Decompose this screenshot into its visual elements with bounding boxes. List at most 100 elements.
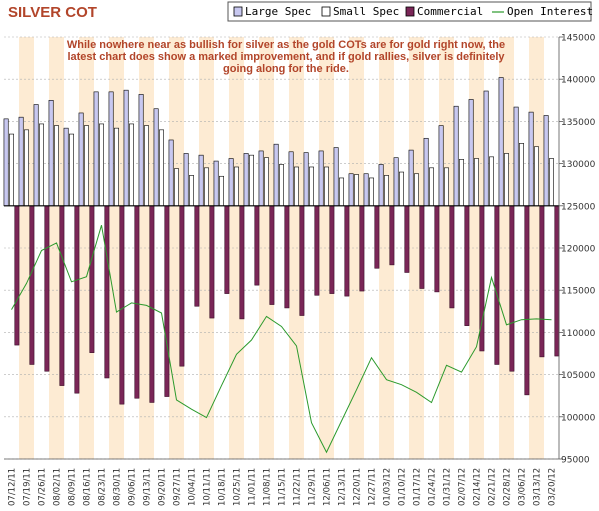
x-tick-label: 01/24/12 (428, 468, 438, 506)
commercial-bar (434, 205, 440, 293)
y-tick-label: 125000 (561, 202, 596, 212)
large-spec-bar (423, 137, 429, 207)
x-tick-label: 12/27/11 (368, 468, 378, 506)
large-spec-bar (483, 90, 489, 207)
large-spec-bar (453, 105, 459, 207)
small-spec-bar (279, 164, 284, 207)
commercial-bar (89, 205, 95, 353)
x-tick-label: 07/12/11 (8, 468, 18, 506)
annotation: While nowhere near as bullish for silver… (67, 39, 506, 75)
large-spec-bar (228, 158, 234, 207)
x-tick-label: 11/29/11 (308, 468, 318, 506)
small-spec-bar (369, 177, 374, 207)
y-tick-label: 130000 (561, 160, 596, 170)
x-tick-label: 01/10/12 (398, 468, 408, 506)
commercial-bar (464, 205, 470, 326)
bars-layer (3, 77, 560, 405)
x-tick-label: 10/11/11 (203, 468, 213, 506)
legend-swatch-small-spec (321, 6, 331, 17)
x-tick-label: 08/23/11 (98, 468, 108, 506)
small-spec-bar (69, 133, 74, 207)
small-spec-bar (354, 174, 359, 207)
commercial-bar (239, 205, 245, 320)
large-spec-bar (288, 151, 294, 207)
large-spec-bar (198, 154, 204, 207)
small-spec-bar (294, 166, 299, 207)
large-spec-bar (63, 127, 69, 207)
x-tick-label: 08/16/11 (83, 468, 93, 506)
commercial-bar (254, 205, 260, 286)
large-spec-bar (468, 99, 474, 207)
commercial-bar (494, 205, 500, 365)
legend-label-open-interest: Open Interest (507, 5, 593, 18)
commercial-bar (14, 205, 20, 346)
legend-swatch-large-spec (233, 6, 243, 17)
x-tick-label: 12/06/11 (323, 468, 333, 506)
commercial-bar (209, 205, 215, 319)
small-spec-bar (9, 133, 14, 207)
x-tick-label: 12/20/11 (353, 468, 363, 506)
annotation-line-2: latest chart does show a marked improvem… (67, 51, 505, 63)
y-axis-labels: 145000 140000 135000 130000 125000 120000 1150… (561, 34, 596, 466)
x-tick-label: 02/07/12 (458, 468, 468, 506)
commercial-bar (44, 205, 50, 372)
small-spec-bar (114, 127, 119, 207)
x-tick-label: 11/01/11 (248, 468, 258, 506)
x-tick-label: 09/06/11 (128, 468, 138, 506)
legend: Large Spec Small Spec Commercial Open In… (227, 1, 593, 22)
small-spec-bar (84, 125, 89, 207)
large-spec-bar (498, 77, 504, 207)
x-tick-label: 07/26/11 (38, 468, 48, 506)
large-spec-bar (333, 147, 339, 207)
commercial-bar (509, 205, 515, 372)
x-tick-label: 11/08/11 (263, 468, 273, 506)
large-spec-bar (273, 143, 279, 207)
x-tick-label: 08/09/11 (68, 468, 78, 506)
small-spec-bar (459, 159, 464, 207)
commercial-bar (104, 205, 110, 379)
axes-layer (4, 36, 563, 460)
small-spec-bar (249, 154, 254, 207)
large-spec-bar (33, 104, 39, 207)
small-spec-bar (174, 168, 179, 207)
commercial-bar (554, 205, 560, 357)
x-tick-label: 03/13/12 (533, 468, 543, 506)
y-tick-label: 115000 (561, 287, 596, 297)
small-spec-bar (234, 166, 239, 207)
commercial-bar (284, 205, 290, 309)
x-tick-label: 07/19/11 (23, 468, 33, 506)
small-spec-bar (54, 125, 59, 207)
small-spec-bar (399, 171, 404, 207)
x-tick-label: 09/13/11 (143, 468, 153, 506)
commercial-bar (449, 205, 455, 309)
large-spec-bar (123, 89, 129, 207)
y-tick-label: 135000 (561, 118, 596, 128)
small-spec-bar (504, 153, 509, 207)
small-spec-bar (219, 175, 224, 207)
large-spec-bar (138, 94, 144, 207)
y-tick-label: 95000 (561, 456, 590, 466)
small-spec-bar (204, 167, 209, 207)
large-spec-bar (48, 100, 54, 207)
commercial-bar (29, 205, 35, 365)
large-spec-bar (318, 150, 324, 207)
commercial-bar (164, 205, 170, 397)
x-tick-label: 11/15/11 (278, 468, 288, 506)
large-spec-bar (408, 149, 414, 207)
small-spec-bar (189, 175, 194, 207)
x-tick-label: 01/31/12 (443, 468, 453, 506)
large-spec-bar (543, 115, 549, 207)
commercial-bar (329, 205, 335, 294)
commercial-bar (314, 205, 320, 296)
small-spec-bar (39, 123, 44, 207)
x-tick-label: 03/20/12 (548, 468, 558, 506)
y-tick-label: 110000 (561, 329, 596, 339)
commercial-bar (74, 205, 80, 394)
x-tick-label: 08/30/11 (113, 468, 123, 506)
annotation-line-3: going along for the ride. (223, 63, 349, 75)
large-spec-bar (528, 111, 534, 207)
week-band (259, 37, 274, 459)
small-spec-bar (474, 158, 479, 207)
legend-swatch-commercial (405, 6, 415, 17)
